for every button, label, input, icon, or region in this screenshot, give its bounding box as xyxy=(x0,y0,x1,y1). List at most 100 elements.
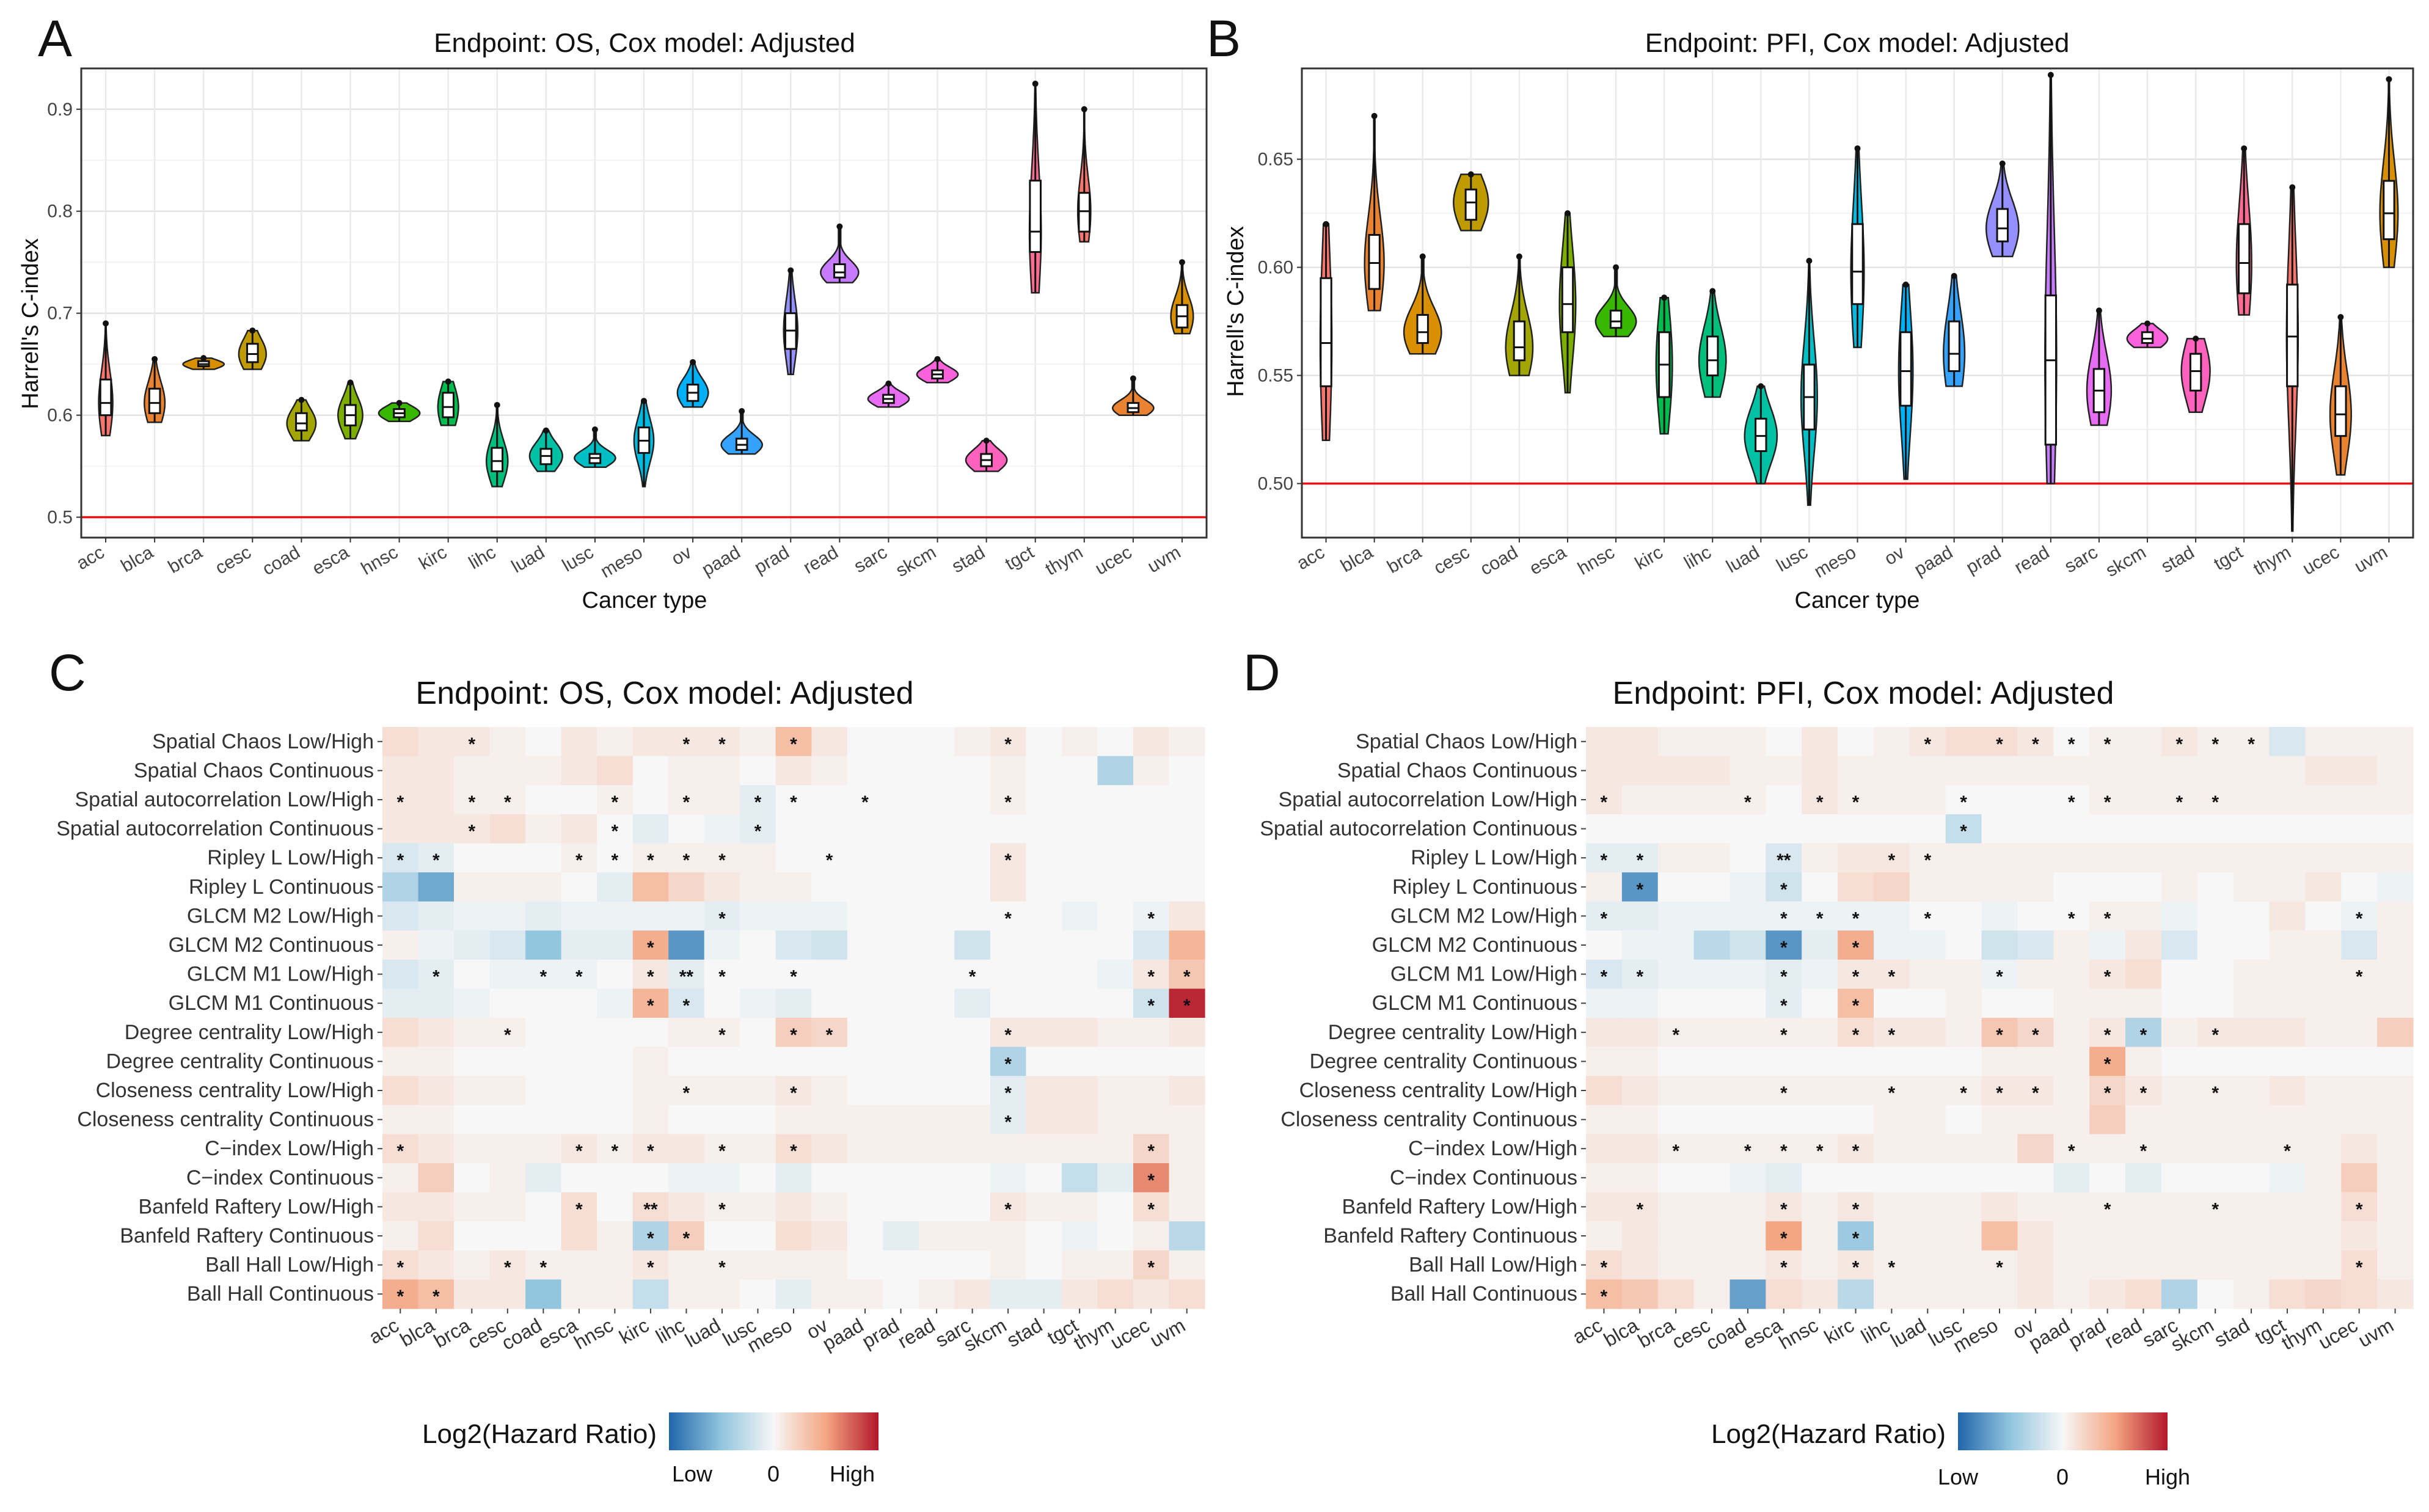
heatmap-cell xyxy=(1766,1076,1802,1106)
heatmap-cell xyxy=(561,1105,597,1134)
heatmap-cell xyxy=(1730,1221,1766,1251)
heatmap-cell xyxy=(1586,1046,1623,1076)
heatmap-cell xyxy=(2017,1279,2054,1309)
heatmap-cell xyxy=(561,1192,597,1222)
panel-b-plot-area: 0.50 0.55 0.60 0.65 acc blca brca cesc coad esca h… xyxy=(1258,67,2414,582)
heatmap-cell xyxy=(990,1134,1026,1164)
heatmap-cell xyxy=(1621,1163,1659,1193)
boxplot-lihc xyxy=(491,447,504,472)
significance-star: * xyxy=(2032,734,2039,754)
heatmap-cell xyxy=(2197,1192,2234,1222)
boxplot-luad xyxy=(1755,417,1767,452)
heatmap-cell xyxy=(2053,756,2090,786)
heatmap-cell xyxy=(1061,1279,1098,1309)
heatmap-cell xyxy=(597,1279,634,1309)
heatmap-cell xyxy=(954,1221,991,1251)
heatmap-cell xyxy=(1945,1279,1982,1309)
heatmap-cell xyxy=(811,727,848,757)
heatmap-cell xyxy=(1621,872,1659,902)
heatmap-cell xyxy=(2197,988,2234,1018)
heatmap-cell xyxy=(2125,756,2162,786)
heatmap-cell xyxy=(2305,1279,2342,1309)
significance-star: * xyxy=(1147,908,1155,929)
heatmap-cell xyxy=(1586,1279,1623,1309)
panel-c-legend-zero: 0 xyxy=(767,1461,780,1486)
heatmap-cell xyxy=(954,727,991,757)
significance-star: * xyxy=(468,822,475,842)
heatmap-cell xyxy=(740,1221,776,1251)
row-label: Spatial autocorrelation Low/High xyxy=(1278,788,1577,811)
column-label: lihc xyxy=(1857,1314,1894,1348)
heatmap-cell xyxy=(1945,843,1982,873)
significance-star: * xyxy=(647,967,654,987)
heatmap-cell xyxy=(2053,1046,2090,1076)
heatmap-cell xyxy=(1061,1018,1098,1048)
heatmap-cell xyxy=(1730,1046,1766,1076)
heatmap-cell xyxy=(632,930,669,960)
heatmap-cell xyxy=(811,1046,848,1076)
heatmap-cell xyxy=(1097,1279,1134,1309)
heatmap-cell xyxy=(489,872,526,902)
heatmap-cell xyxy=(1766,872,1802,902)
heatmap-cell xyxy=(1874,727,1910,757)
heatmap-cell xyxy=(2377,1163,2414,1193)
heatmap-cell xyxy=(2125,1279,2162,1309)
heatmap-cell xyxy=(811,930,848,960)
heatmap-cell xyxy=(2305,959,2342,989)
heatmap-cell xyxy=(1061,785,1098,815)
outlier-point xyxy=(2095,307,2102,314)
significance-star: * xyxy=(2356,1199,2363,1219)
heatmap-cell xyxy=(990,843,1026,873)
column-label: stad xyxy=(2210,1314,2253,1351)
panel-a-title: Endpoint: OS, Cox model: Adjusted xyxy=(434,28,855,58)
significance-star: * xyxy=(612,822,619,842)
heatmap-cell xyxy=(1981,1250,2018,1280)
heatmap-cell xyxy=(2161,756,2198,786)
heatmap-cell xyxy=(1026,988,1062,1018)
significance-star: * xyxy=(468,734,475,754)
heatmap-cell xyxy=(1693,785,1731,815)
heatmap-cell xyxy=(2197,1163,2234,1193)
heatmap-cell xyxy=(1061,1163,1098,1193)
heatmap-cell xyxy=(2017,756,2054,786)
significance-star: * xyxy=(1852,908,1860,929)
heatmap-cell xyxy=(2161,843,2198,873)
heatmap-cell xyxy=(1097,959,1134,989)
heatmap-cell xyxy=(2341,1134,2378,1164)
heatmap-cell xyxy=(2269,1018,2306,1048)
heatmap-cell xyxy=(597,959,634,989)
heatmap-cell xyxy=(1981,872,2018,902)
outlier-point xyxy=(200,355,207,362)
heatmap-cell xyxy=(918,1250,955,1280)
heatmap-cell xyxy=(2269,988,2306,1018)
heatmap-cell xyxy=(1026,1279,1062,1309)
heatmap-cell xyxy=(525,1221,562,1251)
heatmap-cell xyxy=(1766,959,1802,989)
heatmap-cell xyxy=(1945,1105,1982,1134)
heatmap-cell xyxy=(1169,727,1205,757)
heatmap-cell xyxy=(1981,930,2018,960)
heatmap-cell xyxy=(489,1018,526,1048)
heatmap-cell xyxy=(1657,1134,1695,1164)
heatmap-cell xyxy=(561,785,597,815)
column-label: kirc xyxy=(1821,1314,1858,1348)
heatmap-cell xyxy=(561,901,597,931)
heatmap-cell xyxy=(454,988,491,1018)
column-label: skcm xyxy=(960,1314,1010,1356)
heatmap-cell xyxy=(597,1163,634,1193)
heatmap-cell xyxy=(2125,1134,2162,1164)
heatmap-cell xyxy=(668,1046,705,1076)
significance-star: * xyxy=(718,1199,726,1219)
heatmap-cell xyxy=(1945,1250,1982,1280)
x-tick-label: paad xyxy=(1911,542,1956,580)
heatmap-cell xyxy=(525,988,562,1018)
heatmap-cell xyxy=(1981,1018,2018,1048)
heatmap-cell xyxy=(597,843,634,873)
heatmap-cell xyxy=(1133,988,1170,1018)
heatmap-cell xyxy=(990,1192,1026,1222)
heatmap-cell xyxy=(489,930,526,960)
heatmap-cell xyxy=(418,1192,455,1222)
heatmap-cell xyxy=(454,1046,491,1076)
heatmap-cell xyxy=(1169,1163,1205,1193)
heatmap-cell xyxy=(2269,872,2306,902)
